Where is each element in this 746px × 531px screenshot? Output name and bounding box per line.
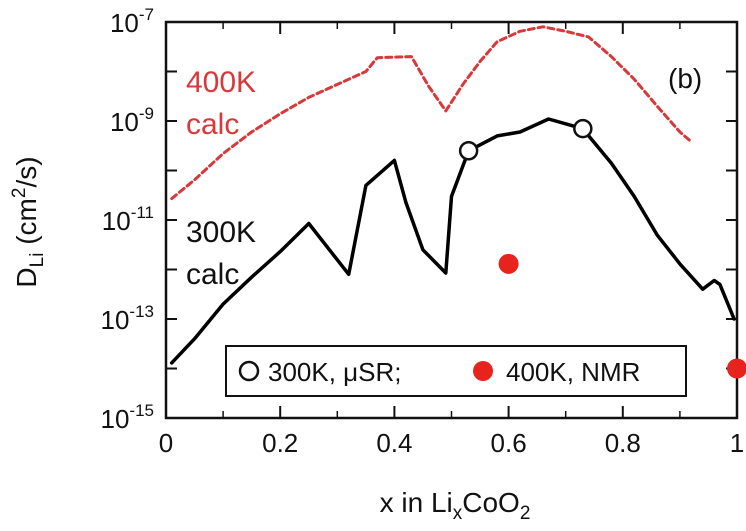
nmr-point <box>498 253 519 274</box>
legend-label-nmr: 400K, NMR <box>506 357 640 387</box>
annotation-400k-calc: 400K calc <box>186 66 256 141</box>
musr-point <box>458 141 479 161</box>
y-tick-label-exponent: -7 <box>139 5 154 24</box>
legend-box <box>225 345 687 397</box>
y-axis-title-sub: Li <box>27 253 48 268</box>
y-tick-label: 10-9 <box>110 104 154 137</box>
x-tick-label: 0.8 <box>605 428 641 458</box>
y-axis-title-unit-pre: (cm <box>11 198 42 252</box>
x-axis-title-sub1: x <box>453 503 463 524</box>
marker-layer <box>458 118 746 379</box>
y-tick-label-base: 10 <box>102 206 131 236</box>
series-layer <box>169 25 736 365</box>
annotation-300k-line1: 300K <box>186 216 256 249</box>
y-axis-title-unit-sup: 2 <box>9 188 30 199</box>
annotation-300k-calc: 300K calc <box>186 216 256 291</box>
y-tick-label-exponent: -9 <box>139 104 154 123</box>
x-tick-label: 0.6 <box>491 428 527 458</box>
legend-marker-filled-circle <box>473 361 493 381</box>
x-axis-title-mid: CoO <box>462 487 520 518</box>
y-tick-label-exponent: -13 <box>129 302 154 321</box>
y-tick-label-base: 10 <box>110 8 139 38</box>
x-axis-title: x in LixCoO2 <box>380 487 531 524</box>
x-tick-label: 0.4 <box>376 428 412 458</box>
legend-label-musr: 300K, μSR; <box>268 357 402 387</box>
y-tick-label-base: 10 <box>101 404 130 434</box>
x-axis-title-main: x in Li <box>380 487 453 518</box>
y-tick-label: 10-7 <box>110 5 154 38</box>
y-axis-title-main: D <box>11 267 42 287</box>
legend-marker-open-circle <box>238 360 260 382</box>
panel-label: (b) <box>668 63 702 94</box>
series-line-300k-calc <box>169 117 736 365</box>
x-tick-label: 0.2 <box>262 428 298 458</box>
legend: 300K, μSR; 400K, NMR <box>225 345 687 397</box>
series-line-400k-calc <box>170 25 693 201</box>
y-tick-label: 10-11 <box>102 203 154 236</box>
y-tick-label-base: 10 <box>110 107 139 137</box>
nmr-point <box>727 358 746 379</box>
annotation-400k-line1: 400K <box>186 66 256 99</box>
x-tick-label: 1 <box>730 428 744 458</box>
annotation-400k-line2: calc <box>186 108 239 141</box>
x-axis-title-sub2: 2 <box>520 503 531 524</box>
y-tick-label: 10-13 <box>101 302 155 335</box>
y-tick-label-base: 10 <box>101 305 130 335</box>
x-tick-label: 0 <box>159 428 173 458</box>
y-tick-label-exponent: -15 <box>129 401 154 420</box>
y-tick-label: 10-15 <box>101 401 155 434</box>
y-axis-title: DLi (cm2/s) <box>9 156 48 287</box>
y-axis-title-unit-post: /s) <box>11 156 42 187</box>
annotation-300k-line2: calc <box>186 258 239 291</box>
y-tick-label-exponent: -11 <box>131 203 154 222</box>
musr-point <box>573 118 593 139</box>
